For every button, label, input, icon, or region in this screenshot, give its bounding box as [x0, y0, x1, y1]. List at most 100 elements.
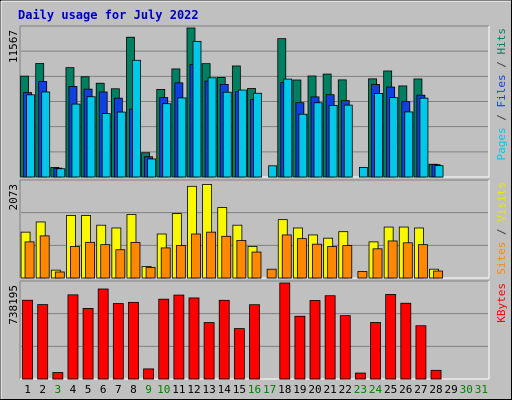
x-tick-label-26: 26 [399, 383, 412, 396]
x-tick-label-6: 6 [100, 383, 107, 396]
bar-hits-pages-day-18 [283, 78, 293, 178]
bar-hits-pages-day-22 [343, 104, 353, 178]
x-tick-label-1: 1 [24, 383, 31, 396]
bar-visits-sites-day-1 [24, 241, 35, 279]
bar-visits-sites-day-13 [206, 231, 217, 279]
bar-hits-pages-day-17 [268, 165, 278, 178]
panel-kbytes-max-label: 738195 [7, 285, 20, 325]
x-tick-label-9: 9 [145, 383, 152, 396]
x-tick-label-24: 24 [369, 383, 383, 396]
bar-hits-pages-day-19 [298, 113, 308, 178]
x-tick-label-10: 10 [157, 383, 170, 396]
x-tick-label-28: 28 [429, 383, 442, 396]
legend-entry: / [495, 222, 508, 242]
bar-visits-sites-day-8 [130, 241, 141, 279]
x-tick-label-31: 31 [475, 383, 488, 396]
bar-hits-pages-day-12 [192, 40, 202, 178]
bar-kbytes-kbytes-day-20 [309, 300, 321, 380]
bar-visits-sites-day-4 [70, 246, 80, 279]
bar-kbytes-kbytes-day-3 [52, 372, 64, 380]
legend-entry: KBytes [495, 283, 508, 323]
x-tick-label-11: 11 [172, 383, 185, 396]
bar-visits-sites-day-3 [54, 271, 65, 279]
bar-hits-pages-day-25 [389, 97, 399, 178]
bar-kbytes-kbytes-day-26 [400, 302, 412, 380]
bar-kbytes-kbytes-day-23 [355, 372, 366, 380]
x-tick-label-2: 2 [39, 383, 46, 396]
bar-hits-pages-day-5 [86, 96, 96, 178]
legend-entry: / [495, 108, 508, 128]
bar-kbytes-kbytes-day-8 [128, 301, 139, 380]
bar-hits-pages-day-24 [374, 92, 383, 178]
legend-entry: Hits [495, 28, 508, 55]
x-tick-label-13: 13 [202, 383, 215, 396]
bar-kbytes-kbytes-day-10 [158, 298, 170, 380]
bar-hits-pages-day-27 [419, 97, 429, 178]
x-tick-label-25: 25 [384, 383, 397, 396]
x-tick-label-29: 29 [445, 383, 458, 396]
bar-hits-pages-day-4 [71, 103, 81, 178]
legend-entry: Visits [495, 182, 508, 222]
bar-hits-pages-day-8 [132, 59, 141, 178]
bar-hits-pages-day-2 [41, 91, 51, 178]
bar-kbytes-kbytes-day-25 [385, 294, 397, 380]
bar-kbytes-kbytes-day-9 [143, 368, 154, 380]
bar-hits-pages-day-13 [207, 77, 217, 178]
bar-visits-sites-day-28 [433, 270, 443, 279]
bar-visits-sites-day-15 [236, 240, 247, 279]
x-tick-label-19: 19 [293, 383, 306, 396]
bar-kbytes-kbytes-day-12 [188, 297, 200, 380]
bar-visits-sites-day-16 [251, 251, 262, 279]
bar-visits-sites-day-9 [145, 266, 156, 279]
bar-visits-sites-day-14 [221, 235, 232, 279]
chart-title: Daily usage for July 2022 [18, 8, 199, 22]
bar-hits-pages-day-6 [101, 113, 111, 178]
x-tick-label-23: 23 [354, 383, 367, 396]
x-tick-label-8: 8 [130, 383, 137, 396]
panel-hits-max-label: 11567 [7, 30, 20, 63]
bar-kbytes-kbytes-day-14 [218, 299, 230, 380]
x-tick-label-16: 16 [248, 383, 261, 396]
bar-visits-sites-day-2 [39, 235, 50, 279]
x-tick-label-27: 27 [414, 383, 427, 396]
bar-visits-sites-day-21 [327, 246, 338, 279]
x-tick-label-30: 30 [460, 383, 473, 396]
x-tick-label-17: 17 [263, 383, 276, 396]
bar-visits-sites-day-18 [281, 234, 292, 279]
bar-kbytes-kbytes-day-5 [82, 308, 94, 380]
bar-kbytes-kbytes-day-19 [294, 315, 306, 380]
bar-hits-pages-day-14 [222, 91, 232, 178]
bar-hits-pages-day-3 [56, 168, 66, 178]
bar-kbytes-kbytes-day-4 [67, 294, 79, 380]
bar-kbytes-kbytes-day-21 [324, 295, 336, 380]
panel-visits-legend: Sites / Visits [495, 182, 508, 275]
bar-visits-sites-day-20 [312, 243, 322, 279]
bar-visits-sites-day-27 [418, 244, 428, 279]
bar-visits-sites-day-12 [191, 233, 201, 279]
bar-hits-pages-day-9 [147, 158, 156, 178]
bar-kbytes-kbytes-day-22 [339, 315, 351, 380]
legend-entry: Pages [495, 127, 508, 160]
bar-visits-sites-day-6 [100, 244, 111, 279]
bar-visits-sites-day-25 [387, 240, 398, 279]
x-tick-label-15: 15 [233, 383, 246, 396]
bar-visits-sites-day-11 [175, 245, 186, 279]
bar-hits-pages-day-10 [162, 103, 172, 178]
panel-hits-legend: Pages / Files / Hits [495, 28, 508, 161]
bar-hits-pages-day-1 [26, 94, 35, 178]
bar-hits-pages-day-7 [116, 111, 126, 178]
bar-hits-pages-day-16 [253, 92, 262, 178]
bar-kbytes-kbytes-day-1 [22, 299, 33, 380]
x-tick-label-7: 7 [115, 383, 122, 396]
panel-visits-max-label: 2073 [7, 184, 20, 211]
bar-kbytes-kbytes-day-15 [233, 328, 245, 380]
bar-hits-pages-day-15 [237, 89, 247, 178]
bar-kbytes-kbytes-day-18 [279, 282, 291, 380]
bar-kbytes-kbytes-day-2 [37, 304, 49, 380]
bar-hits-pages-day-23 [359, 167, 368, 178]
bar-kbytes-kbytes-day-16 [249, 304, 260, 380]
bar-kbytes-kbytes-day-28 [430, 369, 442, 380]
legend-entry: Sites [495, 242, 508, 275]
